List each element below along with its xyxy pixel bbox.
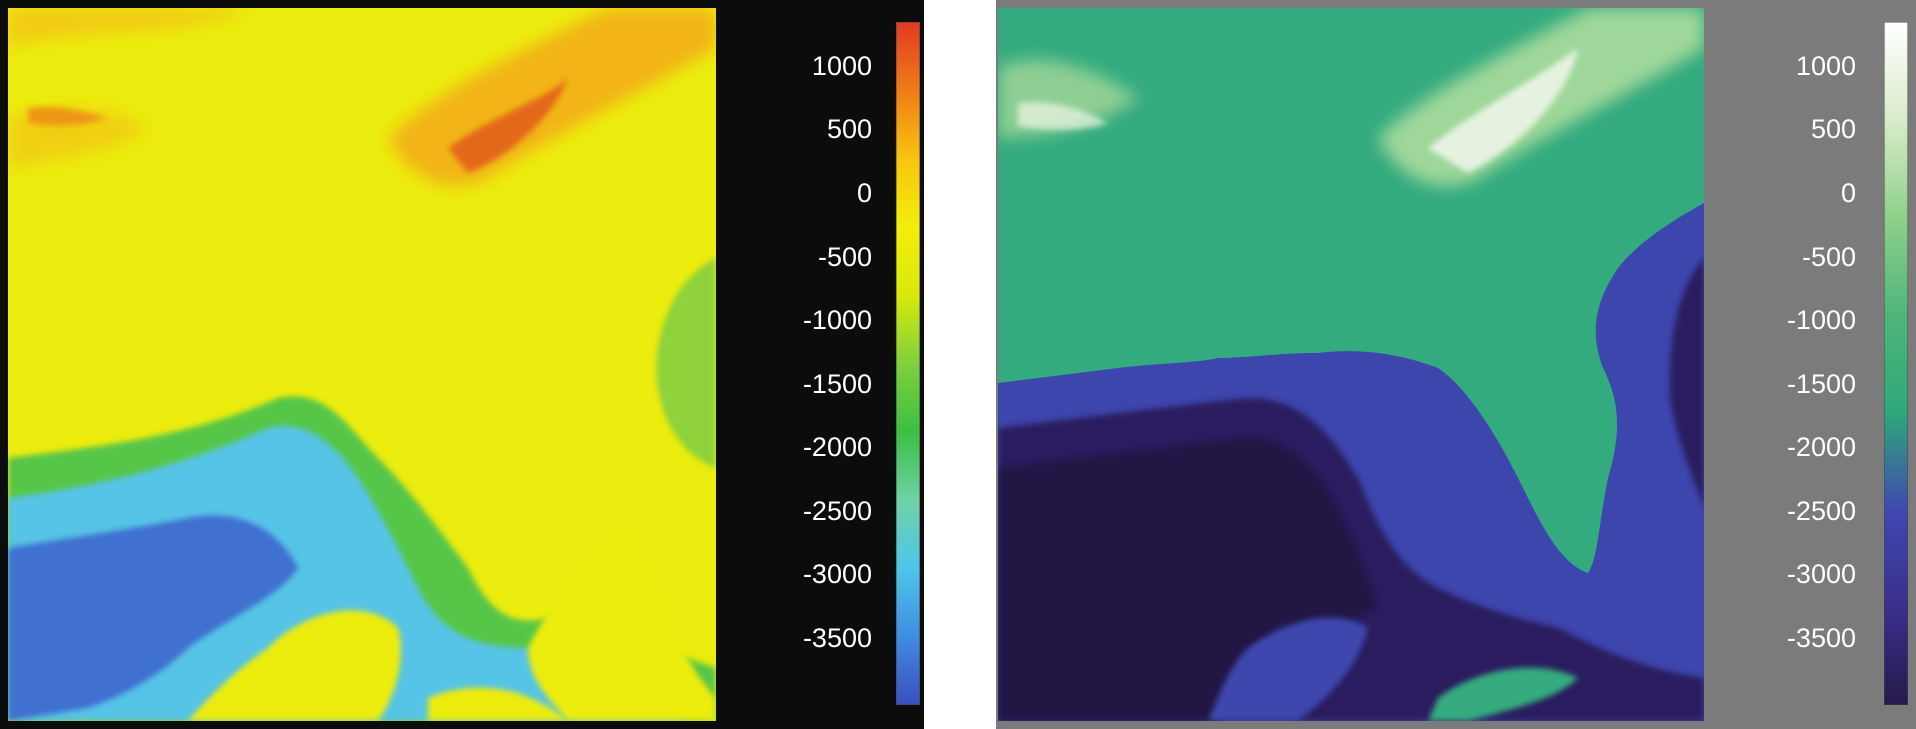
elevation-map-earth-ocean [998, 8, 1704, 721]
colorbar-rainbow [896, 22, 920, 705]
colorbar-tick-labels-left: 1000 500 0 -500 -1000 -1500 -2000 -2500 … [752, 0, 872, 729]
colorbar-tick-labels-right: 1000 500 0 -500 -1000 -1500 -2000 -2500 … [1736, 0, 1856, 729]
tick-label: -1500 [1786, 369, 1856, 399]
tick-label: -500 [1801, 242, 1856, 272]
tick-label: -3500 [802, 623, 872, 653]
tick-label: -3000 [1786, 559, 1856, 589]
tick-label: -2000 [802, 432, 872, 462]
tick-label: -1000 [1786, 305, 1856, 335]
tick-label: 0 [856, 178, 872, 208]
tick-label: -2500 [802, 496, 872, 526]
elevation-map-rainbow [8, 8, 716, 721]
tick-label: -1000 [802, 305, 872, 335]
left-figure-panel: 1000 500 0 -500 -1000 -1500 -2000 -2500 … [0, 0, 924, 729]
tick-label: 500 [1810, 114, 1856, 144]
tick-label: -1500 [802, 369, 872, 399]
colorbar-earth-ocean [1884, 22, 1908, 705]
tick-label: 500 [826, 114, 872, 144]
tick-label: -2500 [1786, 496, 1856, 526]
tick-label: -500 [817, 242, 872, 272]
tick-label: 0 [1840, 178, 1856, 208]
right-figure-panel: 1000 500 0 -500 -1000 -1500 -2000 -2500 … [996, 0, 1916, 729]
tick-label: -3500 [1786, 623, 1856, 653]
tick-label: -2000 [1786, 432, 1856, 462]
tick-label: -3000 [802, 559, 872, 589]
tick-label: 1000 [811, 51, 872, 81]
tick-label: 1000 [1795, 51, 1856, 81]
